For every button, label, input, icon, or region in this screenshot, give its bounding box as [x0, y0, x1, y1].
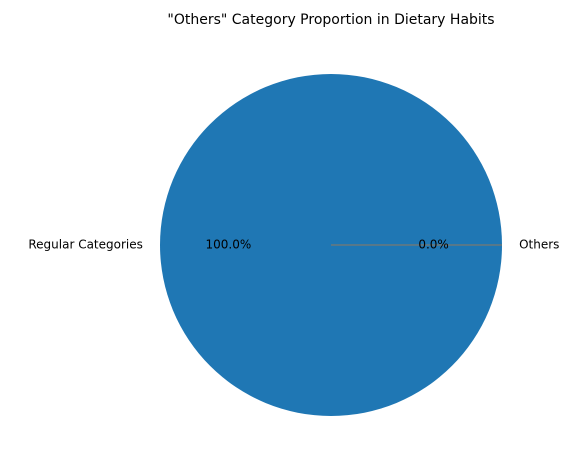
pie-labels: Regular Categories 100.0% Others 0.0% [28, 238, 559, 252]
pct-label-others: 0.0% [418, 238, 449, 252]
pie-slices [160, 74, 502, 416]
slice-label-others: Others [519, 238, 559, 252]
pct-label-regular-categories: 100.0% [206, 238, 252, 252]
chart-title: "Others" Category Proportion in Dietary … [167, 12, 494, 28]
slice-label-regular-categories: Regular Categories [28, 238, 143, 252]
